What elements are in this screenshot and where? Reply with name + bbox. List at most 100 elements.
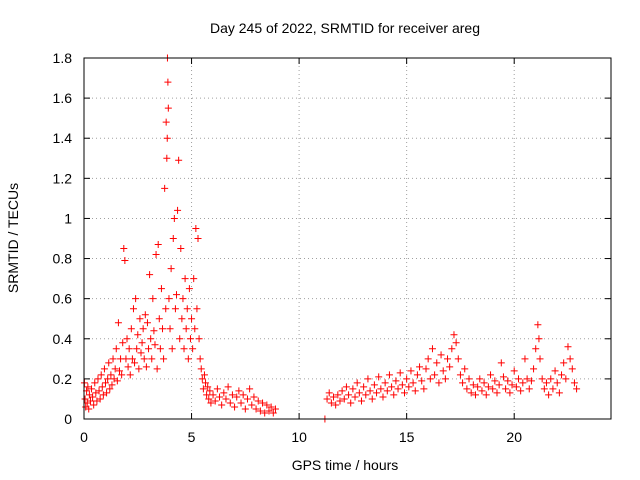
data-point xyxy=(482,391,490,399)
y-tick-label: 0.6 xyxy=(53,291,73,307)
data-point xyxy=(164,104,172,112)
data-point xyxy=(167,265,175,273)
data-point xyxy=(375,373,383,381)
x-tick-label: 15 xyxy=(399,429,415,445)
data-point xyxy=(185,285,193,293)
data-point xyxy=(450,331,458,339)
data-point xyxy=(428,345,436,353)
data-point xyxy=(323,395,331,403)
data-point xyxy=(461,365,469,373)
data-point xyxy=(220,389,228,397)
data-point xyxy=(145,345,153,353)
data-point xyxy=(555,389,563,397)
data-point xyxy=(416,363,424,371)
data-point xyxy=(381,379,389,387)
data-point xyxy=(401,389,409,397)
data-point xyxy=(506,389,514,397)
data-point xyxy=(159,325,167,333)
data-point xyxy=(243,395,251,403)
data-point xyxy=(545,391,553,399)
data-point xyxy=(484,383,492,391)
data-point xyxy=(86,397,94,405)
data-point xyxy=(347,399,355,407)
data-point xyxy=(91,379,99,387)
data-point xyxy=(512,383,520,391)
data-point xyxy=(104,375,112,383)
data-point xyxy=(487,371,495,379)
data-point xyxy=(433,359,441,367)
data-point xyxy=(123,335,131,343)
data-point xyxy=(134,331,142,339)
data-point xyxy=(108,381,116,389)
data-point xyxy=(142,363,150,371)
data-point xyxy=(113,377,121,385)
data-point xyxy=(499,373,507,381)
data-point xyxy=(228,391,236,399)
data-point xyxy=(172,291,180,299)
data-points xyxy=(80,54,581,423)
data-point xyxy=(174,206,182,214)
y-tick-label: 1.8 xyxy=(53,50,73,66)
data-point xyxy=(88,385,96,393)
data-point xyxy=(146,271,154,279)
data-point xyxy=(163,154,171,162)
axis-ticks xyxy=(83,57,611,420)
data-point xyxy=(536,355,544,363)
data-point xyxy=(422,365,430,373)
data-point xyxy=(226,399,234,407)
data-point xyxy=(237,399,245,407)
data-point xyxy=(118,371,126,379)
data-point xyxy=(149,295,157,303)
chart-title: Day 245 of 2022, SRMTID for receiver are… xyxy=(210,20,480,36)
data-point xyxy=(89,393,97,401)
data-point xyxy=(126,371,134,379)
data-point xyxy=(441,375,449,383)
data-point xyxy=(191,325,199,333)
data-point xyxy=(456,371,464,379)
y-axis-label: SRMTID / TECUs xyxy=(5,183,21,293)
data-point xyxy=(353,379,361,387)
data-point xyxy=(202,379,210,387)
data-point xyxy=(224,383,232,391)
data-point xyxy=(265,407,273,415)
data-point xyxy=(345,391,353,399)
data-point xyxy=(190,275,198,283)
data-point xyxy=(446,363,454,371)
data-point xyxy=(271,405,279,413)
data-point xyxy=(338,387,346,395)
x-tick-labels: 0 5 10 15 20 xyxy=(80,429,522,445)
data-point xyxy=(392,377,400,385)
data-point xyxy=(109,355,117,363)
data-point xyxy=(188,315,196,323)
data-point xyxy=(497,359,505,367)
data-point xyxy=(156,345,164,353)
data-point xyxy=(106,385,114,393)
data-point xyxy=(385,371,393,379)
data-point xyxy=(540,385,548,393)
data-point xyxy=(127,325,135,333)
data-point xyxy=(396,369,404,377)
data-point xyxy=(165,295,173,303)
y-tick-label: 1.6 xyxy=(53,90,73,106)
data-point xyxy=(95,387,103,395)
data-point xyxy=(463,385,471,393)
data-point xyxy=(241,405,249,413)
data-point xyxy=(137,349,145,357)
data-point xyxy=(205,395,213,403)
data-point xyxy=(150,327,158,335)
data-point xyxy=(252,405,260,413)
data-point xyxy=(362,391,370,399)
data-point xyxy=(120,245,128,253)
data-point xyxy=(437,351,445,359)
data-point xyxy=(573,385,581,393)
data-point xyxy=(519,379,527,387)
data-point xyxy=(542,379,550,387)
data-point xyxy=(186,335,194,343)
data-point xyxy=(85,405,93,413)
data-point xyxy=(553,379,561,387)
data-point xyxy=(431,371,439,379)
plot-frame xyxy=(83,57,612,420)
data-point xyxy=(480,379,488,387)
data-point xyxy=(373,389,381,397)
data-point xyxy=(476,375,484,383)
